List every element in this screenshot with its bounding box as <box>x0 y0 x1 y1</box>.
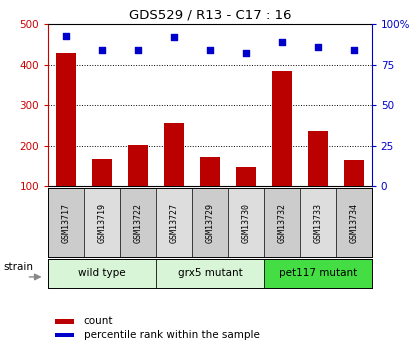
Text: strain: strain <box>4 262 34 272</box>
Bar <box>92 159 112 186</box>
Bar <box>120 188 156 257</box>
Bar <box>55 319 74 324</box>
Text: pet117 mutant: pet117 mutant <box>279 268 357 278</box>
Bar <box>84 188 120 257</box>
Bar <box>156 188 192 257</box>
Bar <box>48 188 84 257</box>
Bar <box>200 157 220 186</box>
Point <box>135 47 142 53</box>
Bar <box>128 145 148 186</box>
Bar <box>272 71 292 186</box>
Bar <box>55 333 74 337</box>
Point <box>350 47 357 53</box>
Bar <box>236 167 256 186</box>
Bar <box>344 160 364 186</box>
Text: count: count <box>84 316 113 326</box>
Text: GSM13734: GSM13734 <box>349 203 358 243</box>
Text: GSM13729: GSM13729 <box>205 203 215 243</box>
Point <box>63 33 70 38</box>
Bar <box>156 259 264 288</box>
Point <box>207 47 213 53</box>
Bar <box>300 188 336 257</box>
Bar <box>164 123 184 186</box>
Text: GSM13727: GSM13727 <box>170 203 178 243</box>
Bar <box>56 52 76 186</box>
Bar <box>336 188 372 257</box>
Text: GSM13722: GSM13722 <box>134 203 143 243</box>
Bar <box>264 188 300 257</box>
Bar <box>192 188 228 257</box>
Point <box>278 39 285 45</box>
Point <box>243 51 249 56</box>
Bar <box>228 188 264 257</box>
Text: GSM13717: GSM13717 <box>62 203 71 243</box>
Text: GSM13733: GSM13733 <box>313 203 322 243</box>
Bar <box>264 259 372 288</box>
Text: percentile rank within the sample: percentile rank within the sample <box>84 330 260 340</box>
Point <box>99 47 105 53</box>
Text: grx5 mutant: grx5 mutant <box>178 268 242 278</box>
Text: wild type: wild type <box>79 268 126 278</box>
Text: GSM13719: GSM13719 <box>98 203 107 243</box>
Text: GSM13732: GSM13732 <box>277 203 286 243</box>
Bar <box>308 131 328 186</box>
Text: GSM13730: GSM13730 <box>241 203 250 243</box>
Title: GDS529 / R13 - C17 : 16: GDS529 / R13 - C17 : 16 <box>129 9 291 22</box>
Point <box>315 44 321 50</box>
Bar <box>48 259 156 288</box>
Point <box>171 34 177 40</box>
